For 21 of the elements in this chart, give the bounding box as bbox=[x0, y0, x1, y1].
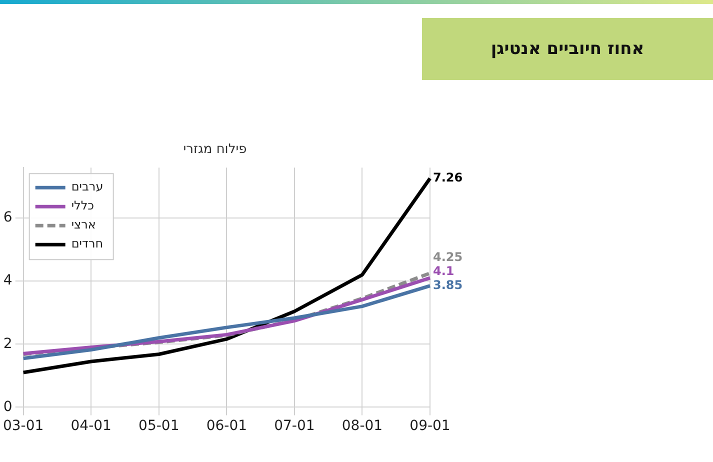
x-tick-label: 06-01 bbox=[206, 418, 248, 434]
x-tick-label: 09-01 bbox=[410, 418, 450, 434]
data-label: 7.26 bbox=[433, 170, 463, 184]
data-label: 3.85 bbox=[433, 278, 463, 292]
data-label: 4.1 bbox=[433, 264, 454, 278]
legend-label: כללי bbox=[71, 198, 94, 213]
legend-label: ערבים bbox=[71, 180, 104, 194]
x-tick-label: 05-01 bbox=[138, 418, 180, 434]
text: אחוז חיוביים אנטיגן bbox=[422, 18, 713, 80]
legend-label: ארצי bbox=[71, 218, 96, 232]
x-tick-label: 07-01 bbox=[274, 418, 315, 434]
x-tick-label: 03-01 bbox=[2, 418, 44, 434]
x-tick-label: 04-01 bbox=[70, 418, 112, 434]
data-label: 4.25 bbox=[433, 250, 463, 264]
chart-subtitle: פילוח מגזרי bbox=[183, 142, 247, 158]
legend-label: חרדים bbox=[71, 236, 104, 251]
y-tick-label: 6 bbox=[3, 210, 12, 226]
x-tick-label: 08-01 bbox=[342, 418, 383, 434]
y-tick-label: 2 bbox=[3, 336, 12, 352]
y-tick-label: 4 bbox=[3, 272, 12, 289]
y-tick-label: 0 bbox=[3, 398, 12, 415]
